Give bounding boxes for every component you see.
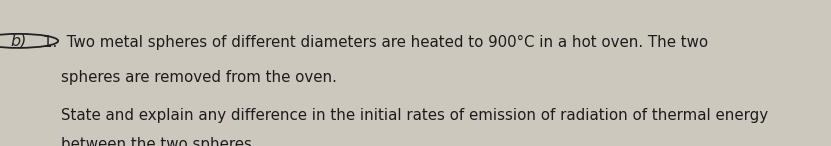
Text: 1.  Two metal spheres of different diameters are heated to 900°C in a hot oven. : 1. Two metal spheres of different diamet… [43,35,708,50]
Text: State and explain any difference in the initial rates of emission of radiation o: State and explain any difference in the … [61,108,769,123]
Text: b): b) [10,33,27,48]
Text: spheres are removed from the oven.: spheres are removed from the oven. [61,70,337,85]
Text: between the two spheres.: between the two spheres. [61,137,257,146]
